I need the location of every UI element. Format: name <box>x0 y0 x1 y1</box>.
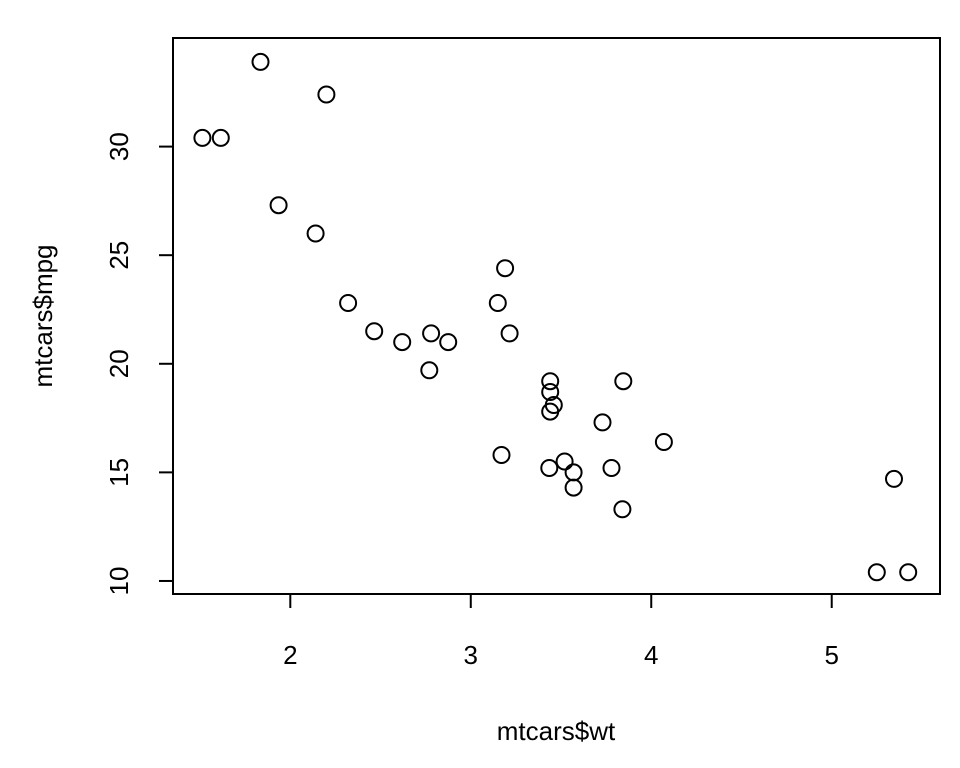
data-point <box>496 259 515 278</box>
data-point <box>488 294 507 312</box>
y-axis-label: mtcars$mpg <box>28 244 58 387</box>
data-point <box>614 372 633 391</box>
data-point <box>439 333 458 352</box>
data-point <box>269 196 288 215</box>
data-point <box>306 224 325 243</box>
data-point <box>885 469 903 488</box>
y-tick-label: 20 <box>104 349 134 378</box>
data-point <box>492 446 511 464</box>
data-point <box>251 52 270 71</box>
data-point <box>317 85 336 104</box>
data-point <box>541 372 560 391</box>
x-axis-label: mtcars$wt <box>497 716 616 746</box>
data-point <box>555 452 574 471</box>
x-axis: 2 3 4 5 <box>283 593 839 670</box>
x-tick-label: 2 <box>283 640 297 670</box>
data-point <box>211 128 230 147</box>
x-tick-label: 3 <box>464 640 478 670</box>
data-point <box>365 322 384 341</box>
y-tick-label: 30 <box>104 132 134 161</box>
data-point <box>541 383 560 401</box>
y-tick-label: 10 <box>104 567 134 596</box>
data-point <box>193 128 212 147</box>
data-point <box>654 433 673 451</box>
y-tick-label: 15 <box>104 458 134 487</box>
y-tick-label: 25 <box>104 241 134 270</box>
data-point <box>541 402 560 421</box>
data-point <box>420 361 439 380</box>
data-points <box>193 52 918 582</box>
data-point <box>500 324 519 343</box>
y-axis: 10 15 20 25 30 <box>104 132 174 596</box>
data-point <box>899 563 918 582</box>
data-point <box>602 459 621 477</box>
data-point <box>393 333 412 352</box>
x-tick-label: 5 <box>824 640 838 670</box>
data-point <box>613 500 632 519</box>
x-tick-label: 4 <box>644 640 658 670</box>
plot-frame <box>172 37 941 595</box>
data-point <box>422 324 441 343</box>
data-point <box>339 294 358 312</box>
data-point <box>564 463 583 482</box>
data-point <box>867 563 886 582</box>
data-point <box>593 413 612 432</box>
data-point <box>564 478 583 497</box>
data-point <box>540 459 559 477</box>
